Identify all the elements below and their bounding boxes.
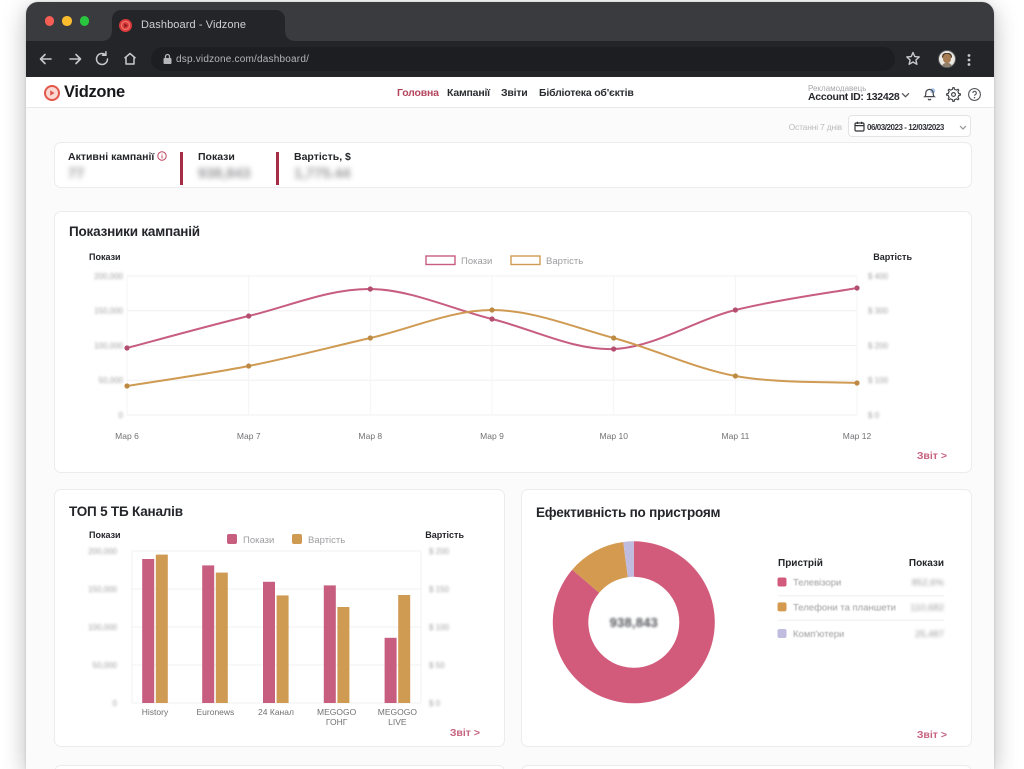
svg-text:110,682: 110,682 bbox=[910, 602, 944, 613]
svg-text:Покази: Покази bbox=[89, 530, 121, 540]
svg-text:$ 200: $ 200 bbox=[868, 342, 889, 351]
svg-text:50,000: 50,000 bbox=[93, 661, 118, 670]
svg-text:Мар 9: Мар 9 bbox=[480, 431, 504, 441]
svg-text:50,000: 50,000 bbox=[99, 376, 124, 385]
svg-text:938,843: 938,843 bbox=[610, 615, 658, 630]
svg-text:$ 150: $ 150 bbox=[429, 585, 450, 594]
svg-text:100,000: 100,000 bbox=[94, 342, 123, 351]
svg-text:24 Канал: 24 Канал bbox=[258, 707, 294, 717]
svg-text:Мар 6: Мар 6 bbox=[115, 431, 139, 441]
svg-text:$ 100: $ 100 bbox=[429, 623, 450, 632]
svg-text:150,000: 150,000 bbox=[94, 307, 123, 316]
svg-text:0: 0 bbox=[119, 411, 124, 420]
svg-text:Покази: Покази bbox=[89, 252, 121, 262]
svg-text:MEGOGO: MEGOGO bbox=[378, 707, 418, 717]
svg-text:200,000: 200,000 bbox=[94, 272, 123, 281]
svg-text:150,000: 150,000 bbox=[88, 585, 117, 594]
svg-text:LIVE: LIVE bbox=[388, 717, 407, 727]
svg-text:$ 100: $ 100 bbox=[868, 376, 889, 385]
svg-text:852,6%: 852,6% bbox=[912, 578, 945, 589]
svg-text:Вартість: Вартість bbox=[425, 530, 464, 540]
svg-text:History: History bbox=[142, 707, 169, 717]
svg-text:$ 200: $ 200 bbox=[429, 547, 450, 556]
svg-text:MEGOGO: MEGOGO bbox=[317, 707, 357, 717]
svg-text:$ 400: $ 400 bbox=[868, 272, 889, 281]
svg-text:200,000: 200,000 bbox=[88, 547, 117, 556]
svg-text:0: 0 bbox=[113, 699, 118, 708]
svg-text:Вартість: Вартість bbox=[546, 256, 583, 267]
svg-text:Euronews: Euronews bbox=[196, 707, 234, 717]
svg-text:Мар 12: Мар 12 bbox=[843, 431, 872, 441]
svg-text:$ 50: $ 50 bbox=[429, 661, 445, 670]
svg-text:ГОНГ: ГОНГ bbox=[326, 717, 348, 727]
svg-text:Пристрій: Пристрій bbox=[778, 558, 823, 569]
svg-text:Покази: Покази bbox=[461, 256, 492, 267]
svg-text:100,000: 100,000 bbox=[88, 623, 117, 632]
svg-text:25,487: 25,487 bbox=[915, 629, 944, 640]
svg-text:Покази: Покази bbox=[243, 535, 274, 546]
svg-text:Телевізори: Телевізори bbox=[793, 578, 841, 589]
svg-text:Вартість: Вартість bbox=[308, 535, 345, 546]
svg-text:Мар 10: Мар 10 bbox=[599, 431, 628, 441]
svg-text:$ 300: $ 300 bbox=[868, 307, 889, 316]
svg-text:$ 0: $ 0 bbox=[429, 699, 441, 708]
svg-text:Мар 11: Мар 11 bbox=[721, 431, 749, 441]
svg-text:Комп'ютери: Комп'ютери bbox=[793, 629, 844, 640]
svg-text:Мар 7: Мар 7 bbox=[237, 431, 261, 441]
svg-text:Телефони та планшети: Телефони та планшети bbox=[793, 602, 896, 613]
svg-text:$ 0: $ 0 bbox=[868, 411, 880, 420]
svg-text:Покази: Покази bbox=[909, 558, 944, 569]
svg-text:Мар 8: Мар 8 bbox=[358, 431, 382, 441]
svg-text:Вартість: Вартість bbox=[873, 252, 912, 262]
